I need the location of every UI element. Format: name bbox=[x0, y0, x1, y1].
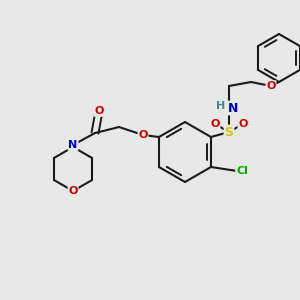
Text: H: H bbox=[216, 101, 226, 111]
Text: O: O bbox=[210, 119, 220, 129]
Text: N: N bbox=[68, 140, 78, 150]
Text: S: S bbox=[224, 125, 233, 139]
Text: O: O bbox=[94, 106, 104, 116]
Text: Cl: Cl bbox=[236, 166, 248, 176]
Text: O: O bbox=[266, 81, 276, 91]
Text: O: O bbox=[138, 130, 148, 140]
Text: O: O bbox=[238, 119, 248, 129]
Text: N: N bbox=[228, 101, 238, 115]
Text: O: O bbox=[68, 186, 78, 196]
